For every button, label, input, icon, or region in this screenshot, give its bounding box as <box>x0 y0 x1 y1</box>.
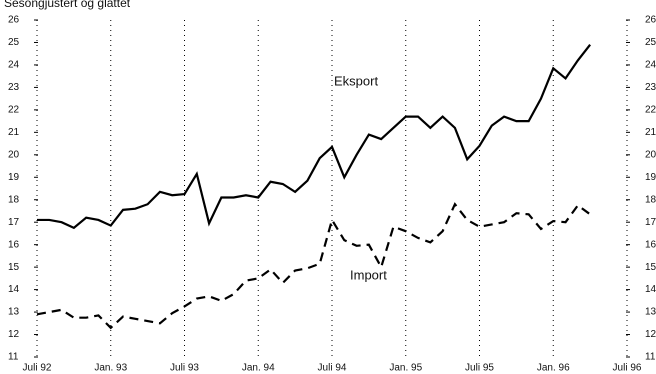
y-tick-label: 14 <box>8 284 20 295</box>
y-tick-label: 11 <box>8 352 19 363</box>
y-tick-label: 23 <box>8 82 20 93</box>
x-tick-label: Juli 94 <box>318 363 347 374</box>
x-tick-label: Juli 95 <box>465 363 494 374</box>
y-tick-label: 26 <box>8 15 20 26</box>
series-line <box>37 44 591 230</box>
y2-tick-label: 15 <box>645 262 656 273</box>
x-tick-label: Jan. 96 <box>537 363 570 374</box>
x-tick-label: Jan. 95 <box>389 363 422 374</box>
y-tick-label: 21 <box>8 127 20 138</box>
y2-tick-label: 22 <box>645 105 656 116</box>
y2-tick-label: 21 <box>645 127 656 138</box>
y2-tick-label: 16 <box>645 239 656 250</box>
y2-tick-label: 12 <box>645 329 656 340</box>
y-tick-label: 20 <box>8 149 20 160</box>
y2-tick-label: 20 <box>645 149 656 160</box>
x-tick-label: Juli 93 <box>170 363 199 374</box>
y2-tick-label: 23 <box>645 82 656 93</box>
y2-tick-label: 14 <box>645 284 656 295</box>
y2-tick-label: 13 <box>645 307 656 318</box>
y2-tick-label: 26 <box>645 15 656 26</box>
series-label: Import <box>350 267 387 282</box>
y2-tick-label: 19 <box>645 172 656 183</box>
y-tick-label: 13 <box>8 307 20 318</box>
series-label: Eksport <box>334 73 378 88</box>
y-tick-label: 18 <box>8 194 20 205</box>
y2-tick-label: 17 <box>645 217 656 228</box>
x-tick-label: Jan. 93 <box>94 363 127 374</box>
x-tick-label: Juli 92 <box>23 363 52 374</box>
y2-tick-label: 25 <box>645 37 656 48</box>
x-tick-label: Juli 96 <box>613 363 642 374</box>
y-tick-label: 15 <box>8 262 20 273</box>
y-tick-label: 24 <box>8 60 20 71</box>
y2-tick-label: 24 <box>645 60 656 71</box>
y-tick-label: 16 <box>8 239 20 250</box>
y-tick-label: 17 <box>8 217 20 228</box>
chart-title: Sesongjustert og glattet <box>4 0 131 10</box>
y2-tick-label: 18 <box>645 194 656 205</box>
x-tick-label: Jan. 94 <box>242 363 275 374</box>
y-tick-label: 22 <box>8 105 20 116</box>
y-tick-label: 12 <box>8 329 20 340</box>
series-line <box>36 202 591 330</box>
y-tick-label: 19 <box>8 172 20 183</box>
y-tick-label: 25 <box>8 37 20 48</box>
y2-tick-label: 11 <box>645 352 656 363</box>
